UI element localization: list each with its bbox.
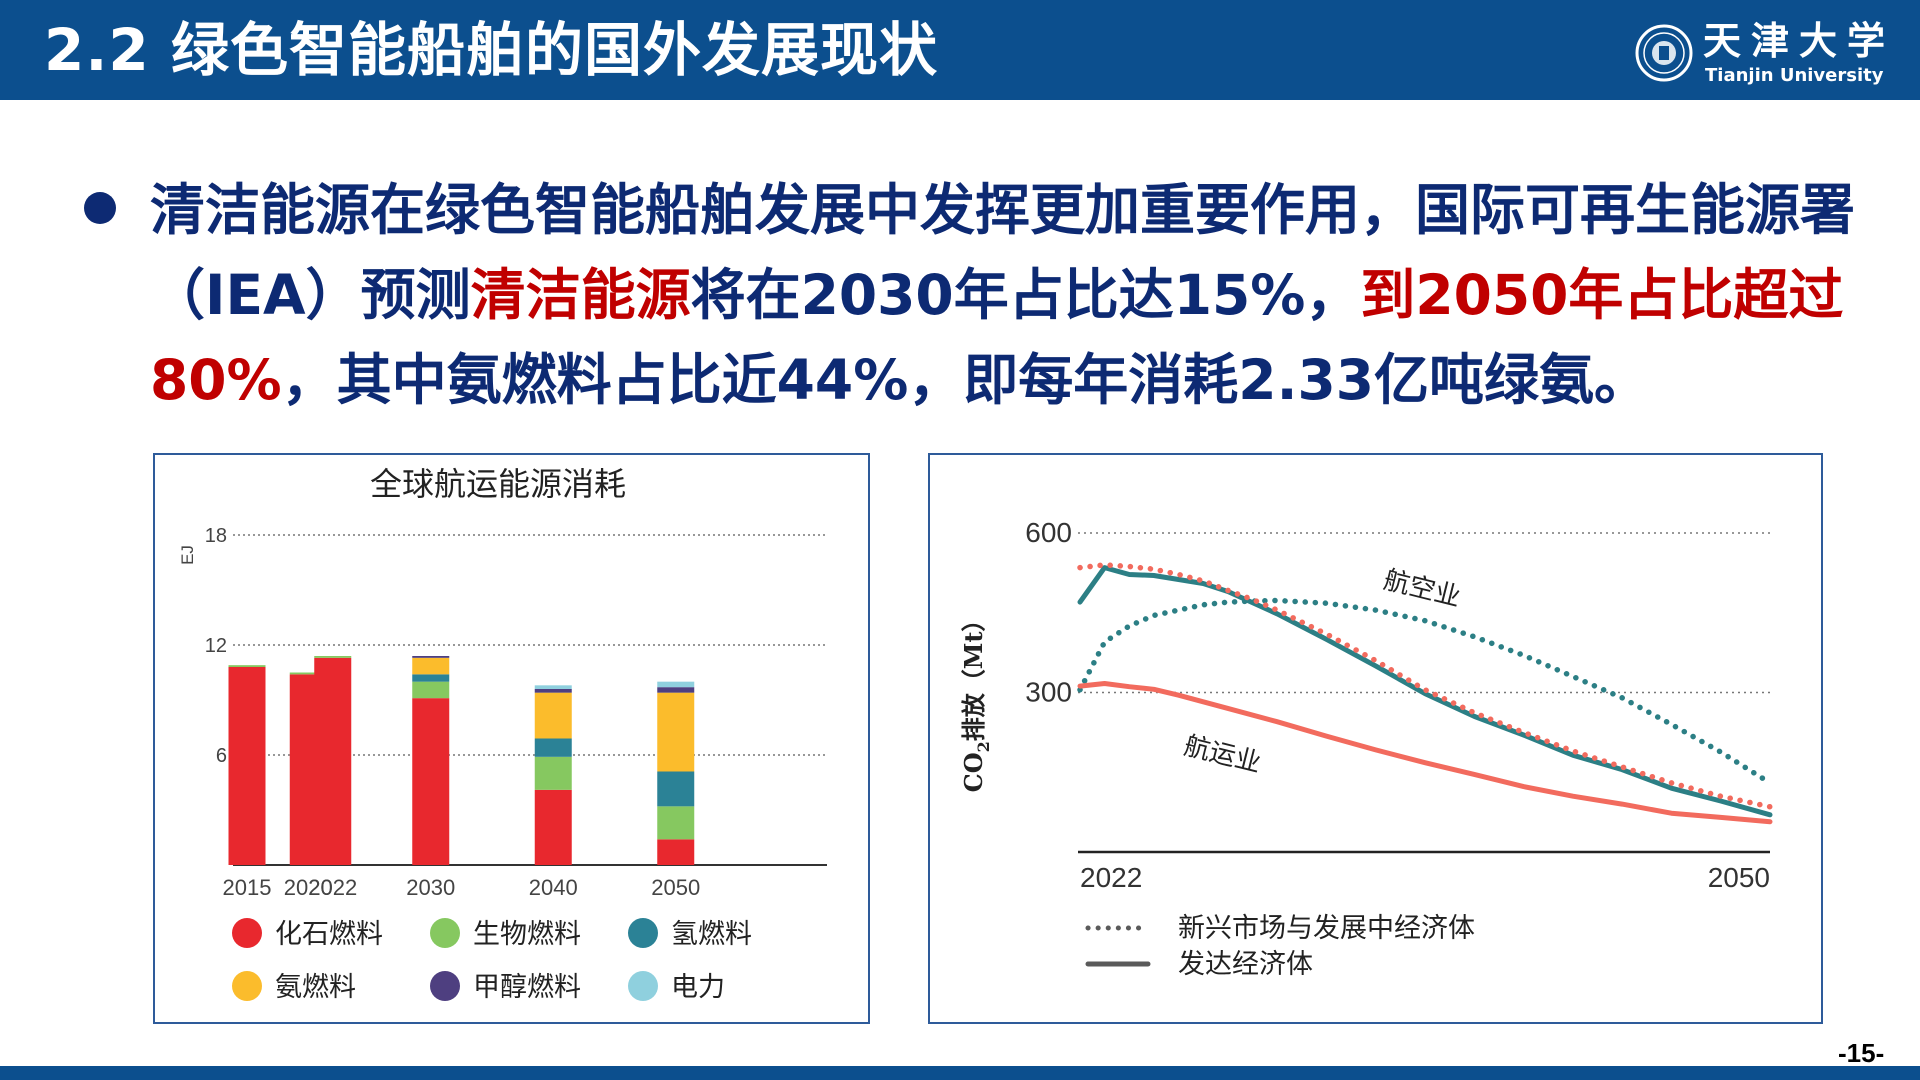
chart2-y-axis-label: CO2排放（Mt） (959, 608, 993, 793)
chart1-legend-swatch-4 (430, 971, 460, 1001)
chart1-x-tick-2022: 2022 (308, 875, 357, 900)
chart1-bar-2050-series-2 (657, 771, 695, 807)
chart1-legend-label-0: 化石燃料 (275, 919, 383, 950)
chart1-bar-2050-series-4 (657, 687, 695, 693)
page-number: -15- (1838, 1038, 1885, 1068)
chart2-legend-label-1: 发达经济体 (1178, 949, 1313, 980)
chart1-bar-2040-series-0 (534, 789, 572, 865)
chart1-y-tick-6: 6 (216, 745, 227, 767)
chart1-bar-2030-series-3 (412, 657, 450, 675)
chart1-bar-2030-series-4 (412, 656, 450, 658)
chart1-legend-swatch-5 (628, 971, 658, 1001)
university-logo: 天津大学 Tianjin University (1635, 18, 1905, 88)
co2-emission-chart: 300 600 CO2排放（Mt） 2022 2050 航空业航运业新兴市场与发展中经济体… (959, 517, 1773, 980)
chart1-bar-2020-series-1 (289, 672, 327, 675)
chart1-bar-2050-series-3 (657, 692, 695, 772)
chart1-bar-2015-series-0 (228, 667, 266, 865)
chart1-bar-2030-series-0 (412, 698, 450, 865)
chart2-legend-label-0: 新兴市场与发展中经济体 (1178, 913, 1475, 944)
chart2-y-tick-600: 600 (1025, 517, 1072, 548)
logo-english-name: Tianjin University (1705, 65, 1884, 86)
chart1-legend-label-1: 生物燃料 (473, 919, 581, 950)
chart1-bar-2050-series-5 (657, 681, 695, 688)
logo-chinese-name: 天津大学 (1703, 18, 1896, 63)
bullet-text-part5: ，其中氨燃料占比近44%，即每年消耗2.33亿吨绿氨。 (281, 348, 1650, 412)
chart1-bar-2015-series-1 (228, 665, 266, 667)
chart1-bar-2022-series-0 (314, 657, 352, 865)
co2-emission-chart-panel: 300 600 CO2排放（Mt） 2022 2050 航空业航运业新兴市场与发展中经济体… (928, 453, 1823, 1024)
bullet-text-part3: 将在2030年占比达15%， (690, 263, 1361, 327)
chart1-bar-2040-series-1 (534, 756, 572, 790)
chart1-legend-swatch-2 (628, 918, 658, 948)
bullet-highlight-clean-energy: 清洁能源 (470, 263, 691, 327)
chart1-legend-label-5: 电力 (671, 972, 725, 1003)
energy-consumption-chart-panel: 全球航运能源消耗 EJ 6 12 18 2015 2020 2022 2030 2040 2050 化… (153, 453, 870, 1024)
chart1-y-axis-label: EJ (178, 545, 197, 565)
chart1-bar-2040-series-5 (534, 685, 572, 689)
chart2-annotation-0: 航空业 (1381, 565, 1464, 613)
chart1-x-tick-2020: 2020 (284, 875, 333, 900)
chart1-bar-2030-series-1 (412, 681, 450, 699)
chart2-line-航运业-dotted (1077, 562, 1773, 810)
bullet-text-part1: 清洁能源在绿色智能船舶发展中发挥更加重要作用，国际可再生能源署（IEA）预测 (150, 178, 1856, 327)
chart1-x-tick-2030: 2030 (406, 875, 455, 900)
chart2-line-航空业-solid (1077, 565, 1773, 818)
chart1-legend-label-3: 氨燃料 (275, 972, 356, 1003)
bullet-icon (84, 192, 116, 224)
chart2-y-tick-300: 300 (1025, 677, 1072, 708)
chart1-x-tick-2040: 2040 (529, 875, 578, 900)
chart1-x-tick-2015: 2015 (223, 875, 272, 900)
chart1-bar-2040-series-3 (534, 692, 572, 739)
slide-title: 2.2 绿色智能船舶的国外发展现状 (44, 16, 938, 84)
chart1-x-tick-2050: 2050 (651, 875, 700, 900)
chart1-bar-2022-series-1 (314, 656, 352, 658)
chart1-legend-swatch-3 (232, 971, 262, 1001)
bullet-highlight-2050: 到2050年占比超过80% (150, 263, 1844, 412)
chart1-legend-swatch-1 (430, 918, 460, 948)
chart1-bar-2040-series-4 (534, 689, 572, 693)
university-seal-icon (1635, 24, 1693, 82)
chart1-y-tick-12: 12 (205, 635, 227, 657)
chart1-legend-label-2: 氢燃料 (671, 919, 752, 950)
chart1-legend-label-4: 甲醇燃料 (473, 972, 581, 1003)
chart1-bar-2030-series-2 (412, 674, 450, 682)
chart1-bar-2040-series-2 (534, 738, 572, 757)
chart1-bar-2050-series-1 (657, 806, 695, 840)
header-bar: 2.2 绿色智能船舶的国外发展现状 天津大学 Tianjin Universit… (0, 0, 1920, 100)
chart2-x-tick-0: 2022 (1080, 862, 1142, 893)
chart1-title: 全球航运能源消耗 (370, 465, 626, 503)
chart2-line-航运业-solid (1077, 681, 1773, 825)
chart1-legend-swatch-0 (232, 918, 262, 948)
chart2-x-tick-1: 2050 (1708, 862, 1770, 893)
chart2-line-航空业-dotted (1077, 597, 1773, 786)
chart1-y-tick-18: 18 (205, 525, 227, 547)
bullet-paragraph: 清洁能源在绿色智能船舶发展中发挥更加重要作用，国际可再生能源署（IEA）预测清洁… (150, 168, 1890, 423)
footer-bar (0, 1066, 1920, 1080)
chart2-annotation-1: 航运业 (1181, 731, 1264, 779)
chart1-bar-2050-series-0 (657, 839, 695, 865)
